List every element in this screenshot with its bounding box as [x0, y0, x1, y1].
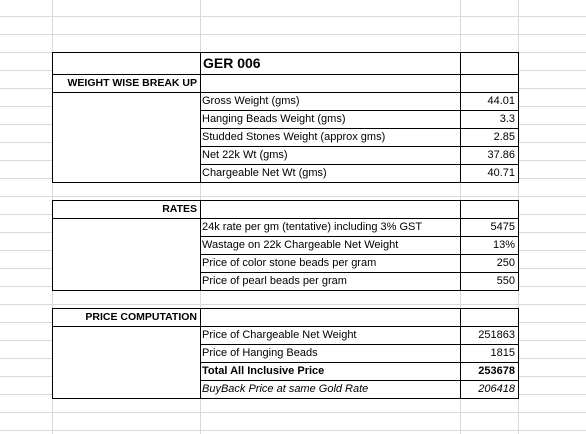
cell-border: [460, 164, 519, 183]
title: GER 006: [203, 55, 261, 71]
grid-line: [0, 196, 586, 197]
row-value: 5475: [490, 221, 515, 233]
row-label: Studded Stones Weight (approx gms): [202, 131, 386, 143]
cell-border: [460, 272, 519, 291]
section-heading: RATES: [162, 203, 197, 215]
section-heading: PRICE COMPUTATION: [85, 311, 197, 323]
row-label: Net 22k Wt (gms): [202, 149, 288, 161]
cell-border: [52, 218, 201, 291]
row-label: Hanging Beads Weight (gms): [202, 113, 346, 125]
row-value: 2.85: [493, 131, 515, 143]
grid-line: [0, 16, 586, 17]
row-label: BuyBack Price at same Gold Rate: [202, 383, 369, 395]
row-value: 250: [496, 257, 515, 269]
row-value: 3.3: [499, 113, 515, 125]
row-label: 24k rate per gm (tentative) including 3%…: [202, 221, 423, 233]
cell-border: [460, 74, 519, 93]
cell-border: [52, 52, 201, 75]
grid-line: [0, 430, 586, 431]
row-value: 1815: [490, 347, 515, 359]
grid-line: [0, 34, 586, 35]
row-label: Price of color stone beads per gram: [202, 257, 377, 269]
cell-border: [200, 200, 461, 219]
row-label: Price of Hanging Beads: [202, 347, 318, 359]
row-label: Gross Weight (gms): [202, 95, 300, 107]
cell-border: [460, 308, 519, 327]
section-heading: WEIGHT WISE BREAK UP: [67, 77, 197, 89]
row-value: 550: [496, 275, 515, 287]
cell-border: [460, 200, 519, 219]
row-value: 251863: [478, 329, 515, 341]
row-label: Wastage on 22k Chargeable Net Weight: [202, 239, 399, 251]
cell-border: [460, 380, 519, 399]
row-value: 253678: [478, 365, 515, 377]
row-label: Price of Chargeable Net Weight: [202, 329, 357, 341]
row-value: 206418: [478, 383, 515, 395]
cell-border: [52, 92, 201, 183]
cell-border: [200, 74, 461, 93]
row-value: 13%: [492, 239, 515, 251]
row-label: Chargeable Net Wt (gms): [202, 167, 327, 179]
row-value: 37.86: [487, 149, 515, 161]
cell-border: [200, 308, 461, 327]
grid-line: [0, 304, 586, 305]
cell-border: [460, 52, 519, 75]
row-label: Total All Inclusive Price: [202, 365, 325, 377]
row-value: 44.01: [487, 95, 515, 107]
row-value: 40.71: [487, 167, 515, 179]
grid-line: [0, 412, 586, 413]
cell-border: [52, 326, 201, 399]
row-label: Price of pearl beads per gram: [202, 275, 347, 287]
